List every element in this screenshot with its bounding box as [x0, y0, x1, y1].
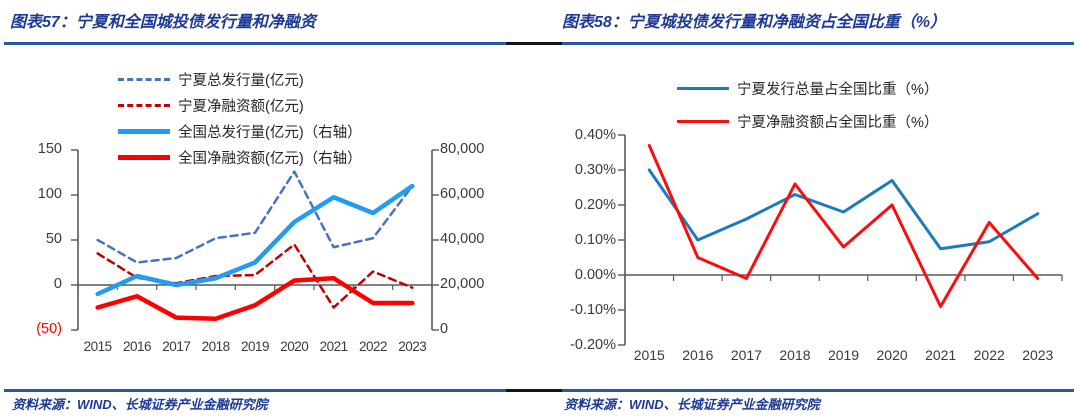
- x-tick-label: 2021: [925, 347, 957, 363]
- rule-black-segment: [540, 389, 562, 392]
- x-tick-label: 2018: [201, 339, 231, 354]
- y-axis-negative-tick-label: (50): [36, 321, 62, 337]
- legend-label: 宁夏净融资额(亿元): [178, 98, 304, 115]
- legend-label: 全国净融资额(亿元)（右轴）: [178, 150, 362, 167]
- source-rule: [4, 389, 540, 392]
- y-axis-tick-label: 150: [37, 141, 62, 157]
- y-axis-tick-label: 0: [53, 276, 62, 292]
- legend-label: 宁夏发行总量占全国比重（%）: [737, 82, 939, 98]
- figure-57-panel: 图表57：宁夏和全国城投债发行量和净融资 宁夏总发行量(亿元) 宁夏净融资额(亿…: [4, 14, 540, 412]
- x-tick-label: 2022: [358, 339, 388, 354]
- x-tick-label: 2018: [779, 347, 811, 363]
- y-axis-tick-label: -0.10%: [570, 302, 616, 318]
- x-tick-label: 2019: [827, 347, 860, 363]
- legend-label: 宁夏净融资额占全国比重（%）: [737, 115, 939, 131]
- legend-line-swatch: [677, 87, 729, 90]
- legend-label: 宁夏总发行量(亿元): [178, 72, 304, 89]
- y-axis-tick-label: 0.30%: [574, 162, 616, 178]
- legend-line-swatch: [677, 120, 729, 123]
- x-tick-label: 2023: [398, 339, 427, 354]
- right-axis-tick-label: 60,000: [440, 186, 485, 202]
- x-tick-label: 2015: [83, 339, 113, 354]
- y-axis-tick-label: 0.00%: [574, 267, 616, 283]
- figure-57-legend: 宁夏总发行量(亿元) 宁夏净融资额(亿元) 全国总发行量(亿元)（右轴） 全国净…: [118, 66, 362, 170]
- x-tick-label: 2021: [319, 339, 349, 354]
- rule-black-segment: [540, 42, 562, 45]
- legend-line-swatch: [118, 103, 170, 107]
- x-tick-label: 2019: [240, 339, 270, 354]
- right-axis-tick-label: 80,000: [440, 141, 485, 157]
- legend-item: 全国总发行量(亿元)（右轴）: [118, 118, 362, 144]
- y-axis-tick-label: -0.20%: [570, 337, 616, 353]
- x-tick-label: 2016: [682, 347, 714, 363]
- legend-line-swatch: [118, 154, 170, 160]
- legend-item: 全国净融资额(亿元)（右轴）: [118, 144, 362, 170]
- y-axis-tick-label: 50: [45, 231, 62, 247]
- figure-58-panel: 图表58：宁夏城投债发行量和净融资占全国比重（%） 宁夏发行总量占全国比重（%）…: [540, 0, 1080, 418]
- rule-black-segment: [506, 389, 540, 392]
- right-axis-tick-label: 0: [440, 321, 449, 337]
- y-axis-tick-label: 0.10%: [574, 232, 616, 248]
- legend-label: 全国总发行量(亿元)（右轴）: [178, 124, 362, 141]
- legend-item: 宁夏总发行量(亿元): [118, 66, 362, 92]
- x-tick-label: 2022: [973, 347, 1005, 363]
- figure-57-chart-canvas: [71, 149, 439, 331]
- legend-item: 宁夏净融资额占全国比重（%）: [677, 105, 938, 138]
- y-axis-tick-label: 0.40%: [574, 127, 616, 143]
- x-tick-label: 2017: [162, 339, 191, 354]
- legend-item: 宁夏发行总量占全国比重（%）: [677, 72, 938, 105]
- y-axis-tick-label: 100: [37, 186, 62, 202]
- legend-line-swatch: [118, 128, 170, 134]
- y-axis-tick-label: 0.20%: [574, 197, 616, 213]
- x-tick-label: 2020: [876, 347, 908, 363]
- x-tick-label: 2020: [280, 339, 309, 354]
- x-tick-label: 2023: [1022, 347, 1054, 363]
- source-rule: [540, 389, 1074, 392]
- legend-item: 宁夏净融资额(亿元): [118, 92, 362, 118]
- x-tick-label: 2016: [122, 339, 152, 354]
- right-axis-tick-label: 40,000: [440, 231, 485, 247]
- source-note: 资料来源：WIND、长城证券产业金融研究院: [564, 397, 820, 412]
- rule-black-segment: [506, 42, 540, 45]
- figure-57-title: 图表57：宁夏和全国城投债发行量和净融资: [10, 14, 316, 31]
- x-tick-label: 2017: [730, 347, 762, 363]
- legend-line-swatch: [118, 77, 170, 81]
- source-note: 资料来源：WIND、长城证券产业金融研究院: [12, 397, 268, 412]
- x-axis-labels: 2015 2016 2017 2018 2019 2020 2021 2022 …: [625, 347, 1062, 363]
- x-tick-label: 2015: [633, 347, 665, 363]
- right-axis-tick-label: 20,000: [440, 276, 485, 292]
- figure-58-legend: 宁夏发行总量占全国比重（%） 宁夏净融资额占全国比重（%）: [677, 72, 938, 138]
- title-rule: [4, 42, 540, 45]
- x-axis-labels: 2015 2016 2017 2018 2019 2020 2021 2022 …: [78, 339, 432, 354]
- figure-58-title: 图表58：宁夏城投债发行量和净融资占全国比重（%）: [562, 14, 947, 31]
- title-rule: [540, 42, 1074, 45]
